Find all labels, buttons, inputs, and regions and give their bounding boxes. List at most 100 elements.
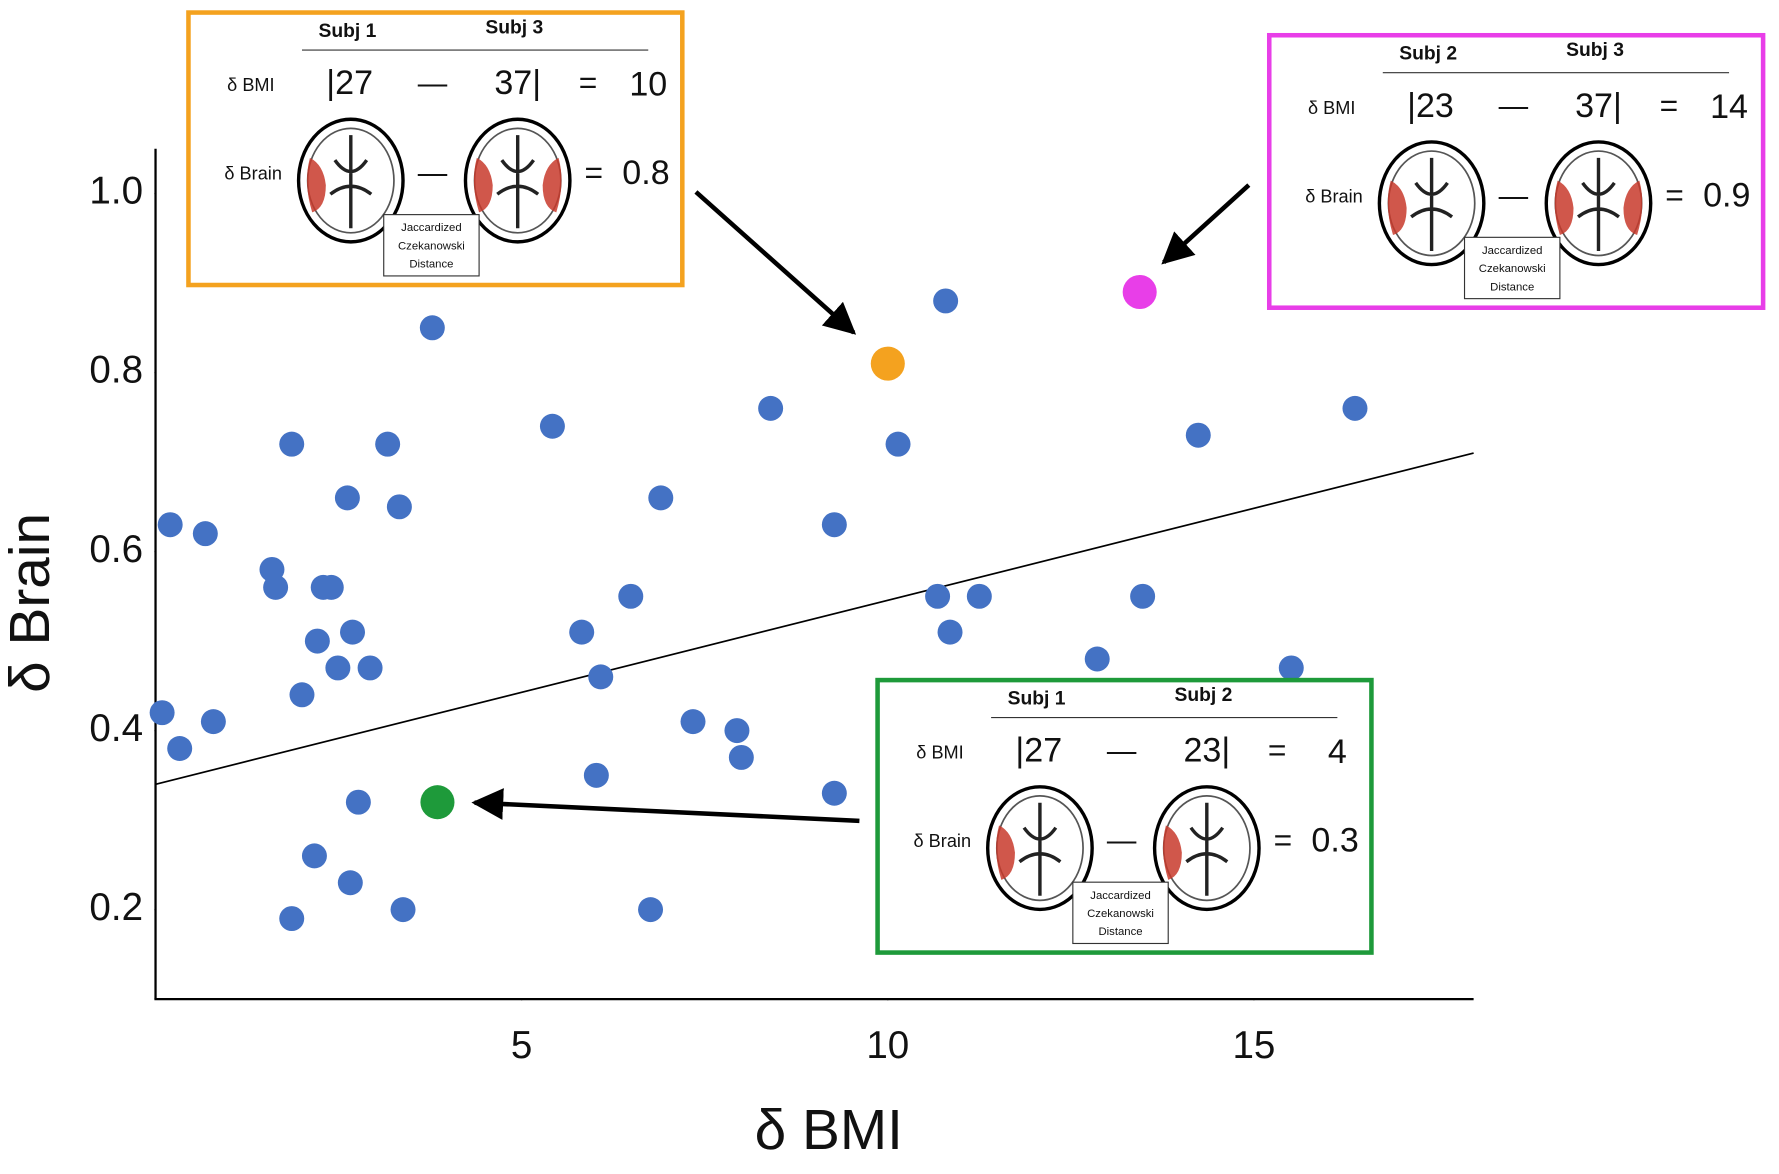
point xyxy=(583,762,609,788)
distance-label: Distance xyxy=(1490,281,1534,293)
minus: — xyxy=(1107,735,1137,768)
bmi-result: 10 xyxy=(629,65,667,103)
brain-result: 0.9 xyxy=(1703,177,1750,215)
point xyxy=(200,709,226,735)
minus: — xyxy=(1499,90,1529,123)
distance-label: Distance xyxy=(409,259,453,271)
equals: = xyxy=(1268,732,1287,768)
point xyxy=(357,655,383,681)
point xyxy=(569,619,595,645)
bmi-right: 37| xyxy=(1575,87,1622,125)
brain-label: δ Brain xyxy=(914,831,972,851)
bmi-left: |23 xyxy=(1407,87,1454,125)
point xyxy=(758,395,784,421)
brain-region xyxy=(1554,180,1574,236)
brain-label: δ Brain xyxy=(224,164,282,184)
point xyxy=(149,700,175,726)
y-axis-label: δ Brain xyxy=(0,513,62,693)
bmi-right: 23| xyxy=(1183,732,1230,770)
point xyxy=(933,288,959,314)
point xyxy=(325,655,351,681)
brain-structure xyxy=(1410,157,1454,251)
point xyxy=(925,583,951,609)
point xyxy=(618,583,644,609)
minus: — xyxy=(1499,179,1529,212)
y-tick-label: 1.0 xyxy=(89,170,143,213)
point xyxy=(885,431,911,457)
point xyxy=(375,431,401,457)
point xyxy=(345,789,371,815)
point xyxy=(821,780,847,806)
point xyxy=(1185,422,1211,448)
bmi-left: |27 xyxy=(1015,732,1062,770)
brain-structure xyxy=(1577,157,1620,251)
arrow xyxy=(471,788,860,824)
highlight-point xyxy=(1122,274,1157,310)
brain-region xyxy=(1387,180,1407,236)
bmi-right: 37| xyxy=(494,64,541,102)
point xyxy=(966,583,992,609)
brain-region xyxy=(473,157,493,213)
y-tick-label: 0.6 xyxy=(89,528,143,571)
x-tick-label: 5 xyxy=(511,1024,532,1067)
equals: = xyxy=(584,154,603,190)
bmi-label: δ BMI xyxy=(916,743,963,763)
point xyxy=(937,619,963,645)
brain-result: 0.8 xyxy=(622,154,669,192)
distance-box xyxy=(1463,236,1561,300)
point xyxy=(390,897,416,923)
subject-header: Subj 2 xyxy=(1399,44,1457,65)
bmi-left: |27 xyxy=(326,64,373,102)
subject-header: Subj 3 xyxy=(1566,40,1624,61)
point xyxy=(680,709,706,735)
brain-structure xyxy=(1185,802,1229,896)
minus: — xyxy=(418,157,448,190)
distance-label: Czekanowski xyxy=(1087,908,1154,920)
brain-region xyxy=(1163,825,1182,880)
brain-region xyxy=(996,825,1015,880)
distance-label: Jaccardized xyxy=(1090,890,1151,902)
bmi-result: 14 xyxy=(1710,88,1748,126)
point xyxy=(263,574,289,600)
arrow xyxy=(694,190,857,335)
point xyxy=(1130,583,1156,609)
equals: = xyxy=(1274,822,1293,858)
x-tick-label: 15 xyxy=(1232,1024,1275,1067)
point xyxy=(419,315,445,341)
point xyxy=(1084,646,1110,672)
x-tick-label: 10 xyxy=(866,1024,909,1067)
point xyxy=(301,843,327,869)
point xyxy=(167,735,193,761)
y-tick-label: 0.2 xyxy=(89,886,143,929)
distance-label: Czekanowski xyxy=(398,240,465,252)
brain-icon xyxy=(296,117,405,244)
brain-icon xyxy=(985,785,1094,912)
point xyxy=(340,619,366,645)
y-tick-label: 0.8 xyxy=(89,349,143,392)
highlight-point xyxy=(420,785,455,820)
point xyxy=(648,485,674,511)
brain-region xyxy=(307,157,326,213)
bmi-label: δ BMI xyxy=(1308,98,1355,118)
brain-structure xyxy=(1018,802,1062,896)
distance-label: Jaccardized xyxy=(1482,245,1543,257)
point xyxy=(724,718,750,744)
equals: = xyxy=(1660,87,1679,123)
point xyxy=(638,897,664,923)
brain-icon xyxy=(1544,140,1653,267)
brain-label: δ Brain xyxy=(1305,186,1363,206)
point xyxy=(337,870,363,896)
point xyxy=(588,664,614,690)
equals: = xyxy=(579,65,598,101)
point xyxy=(279,431,305,457)
bmi-label: δ BMI xyxy=(227,75,274,95)
subject-header: Subj 3 xyxy=(485,18,543,39)
subject-header: Subj 1 xyxy=(318,21,376,42)
fit-line xyxy=(155,452,1474,786)
bmi-result: 4 xyxy=(1328,733,1347,771)
brain-structure xyxy=(496,135,540,229)
brain-icon xyxy=(463,117,572,244)
point xyxy=(318,574,344,600)
minus: — xyxy=(418,67,448,100)
